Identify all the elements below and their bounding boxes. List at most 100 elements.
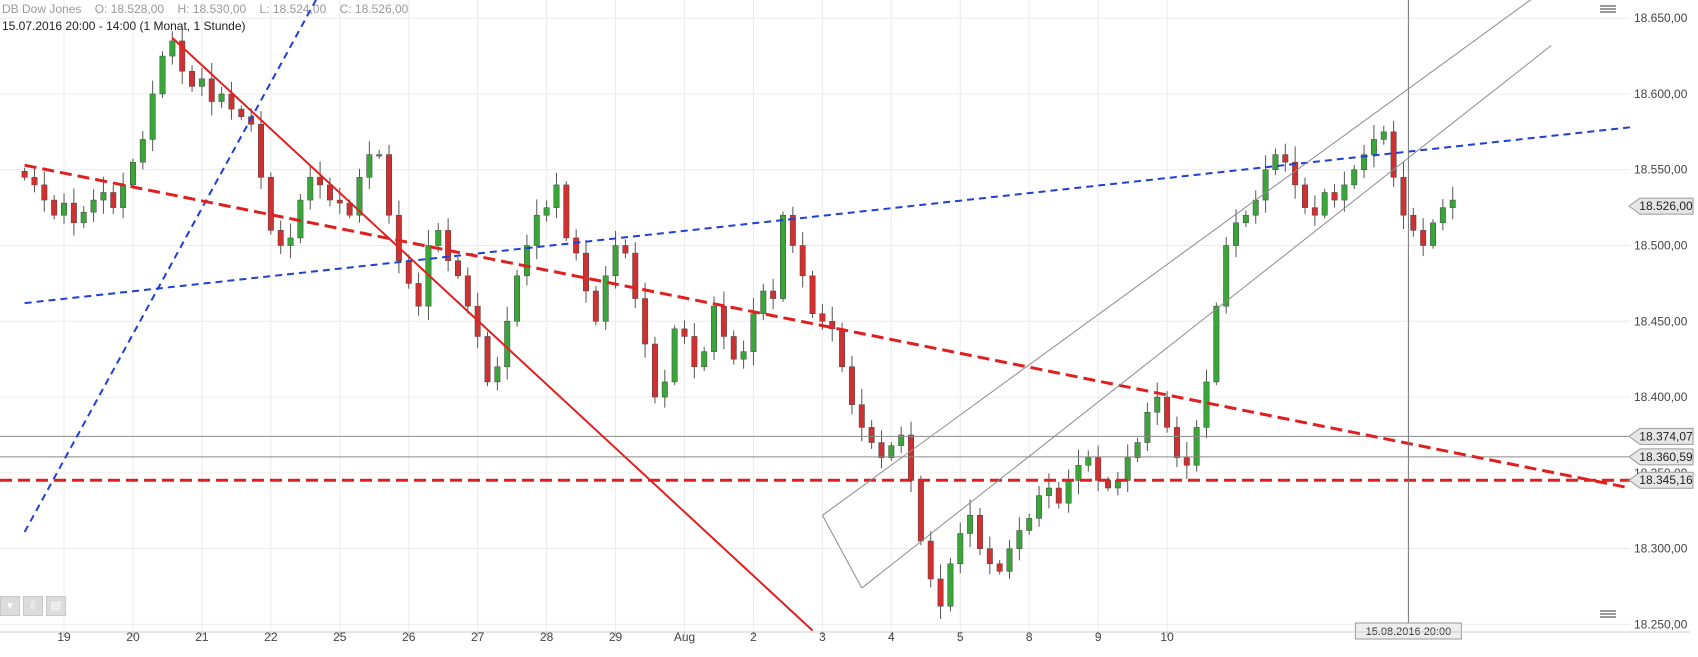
candle-body: [110, 192, 117, 208]
print-icon[interactable]: ▤: [46, 596, 66, 616]
candle-body: [1016, 530, 1023, 549]
trendline: [861, 45, 1552, 589]
candle-body: [612, 245, 619, 277]
candle-body: [1420, 230, 1427, 246]
y-tick-label: 18.650,00: [1634, 11, 1688, 25]
x-tick-label: Aug: [674, 630, 695, 644]
candle-body: [149, 93, 156, 140]
candle-body: [1134, 442, 1141, 458]
candle-body: [307, 177, 314, 201]
y-tick-label: 18.400,00: [1634, 390, 1688, 404]
candle-body: [1311, 207, 1318, 216]
candle-body: [691, 336, 698, 368]
crosshair-date-box: [1354, 622, 1462, 640]
y-tick-label: 18.550,00: [1634, 163, 1688, 177]
trendline: [821, 515, 863, 589]
candle-body: [632, 252, 639, 299]
candle-body: [740, 351, 747, 360]
candle-body: [1055, 487, 1062, 504]
candle-body: [1045, 487, 1052, 496]
candle-body: [711, 305, 718, 352]
candle-body: [671, 328, 678, 383]
candle-body: [455, 260, 461, 277]
candle-body: [514, 275, 521, 322]
price-tag-label: 18.526,00: [1639, 199, 1693, 213]
scroll-up-icon[interactable]: [1600, 5, 1616, 13]
candle-body: [317, 177, 324, 186]
candle-body: [41, 184, 48, 201]
candle-body: [1439, 207, 1446, 224]
candle-body: [1390, 131, 1397, 178]
x-tick-label: 19: [57, 630, 71, 644]
candle-body: [395, 214, 402, 261]
candle-body: [730, 336, 737, 360]
candle-body: [100, 192, 107, 201]
candle-body: [336, 199, 343, 204]
x-tick-label: 26: [402, 630, 416, 644]
price-tag-label: 18.345,16: [1639, 473, 1693, 487]
x-tick-label: 8: [1026, 630, 1033, 644]
candle-body: [1233, 222, 1240, 246]
candle-body: [563, 184, 570, 239]
candle-body: [218, 93, 225, 102]
x-tick-label: 3: [819, 630, 826, 644]
candle-body: [1449, 199, 1456, 208]
ohlc-low: L: 18.524,00: [259, 2, 327, 16]
chart-header: DB Dow Jones O: 18.528,00 H: 18.530,00 L…: [2, 2, 418, 16]
download-icon[interactable]: ⇩: [23, 596, 43, 616]
candle-body: [90, 199, 97, 213]
candle-body: [1085, 457, 1092, 466]
candle-body: [583, 252, 589, 292]
x-tick-label: 27: [471, 630, 485, 644]
x-tick-label: 4: [888, 630, 895, 644]
expand-icon[interactable]: ▾: [0, 596, 20, 616]
candle-body: [1193, 427, 1200, 466]
candle-body: [898, 434, 905, 446]
price-tag-box: [1628, 471, 1694, 489]
candle-body: [1341, 184, 1348, 201]
candle-body: [1262, 169, 1269, 201]
candle-body: [1351, 169, 1358, 186]
candle-body: [780, 214, 786, 299]
candle-body: [986, 548, 993, 565]
candle-body: [1370, 139, 1377, 155]
candle-body: [592, 290, 599, 322]
x-tick-label: 29: [609, 630, 623, 644]
candle-body: [1292, 161, 1299, 186]
candle-body: [829, 321, 836, 330]
candle-body: [996, 563, 1003, 572]
candle-body: [31, 177, 38, 186]
ohlc-open: O: 18.528,00: [94, 2, 165, 16]
candle-body: [1183, 457, 1190, 466]
candle-body: [622, 245, 629, 254]
candle-body: [1164, 396, 1171, 428]
candle-body: [238, 108, 245, 117]
candle-body: [70, 202, 77, 224]
candle-body: [750, 313, 757, 352]
candle-body: [1321, 192, 1328, 216]
candle-body: [120, 184, 127, 208]
price-tag-label: 18.360,59: [1639, 450, 1693, 464]
price-tag-box: [1628, 448, 1694, 466]
candle-body: [809, 275, 816, 314]
candle-body: [198, 78, 205, 87]
chart-period: 15.07.2016 20:00 - 14:00 (1 Monat, 1 Stu…: [2, 19, 246, 33]
candle-body: [139, 139, 146, 163]
candle-body: [258, 124, 264, 178]
candle-body: [356, 177, 363, 216]
grid-lines: [0, 0, 1630, 632]
candle-body: [484, 336, 491, 383]
candle-body: [1430, 222, 1436, 246]
candle-body: [386, 154, 392, 216]
scroll-down-icon[interactable]: [1600, 610, 1616, 618]
candle-body: [21, 171, 28, 178]
x-tick-label: 5: [957, 630, 964, 644]
candle-body: [543, 207, 550, 216]
x-tick-label: 25: [333, 630, 347, 644]
candle-body: [179, 40, 186, 72]
candle-body: [1380, 131, 1387, 140]
candle-body: [435, 230, 442, 246]
candle-body: [1223, 245, 1230, 307]
